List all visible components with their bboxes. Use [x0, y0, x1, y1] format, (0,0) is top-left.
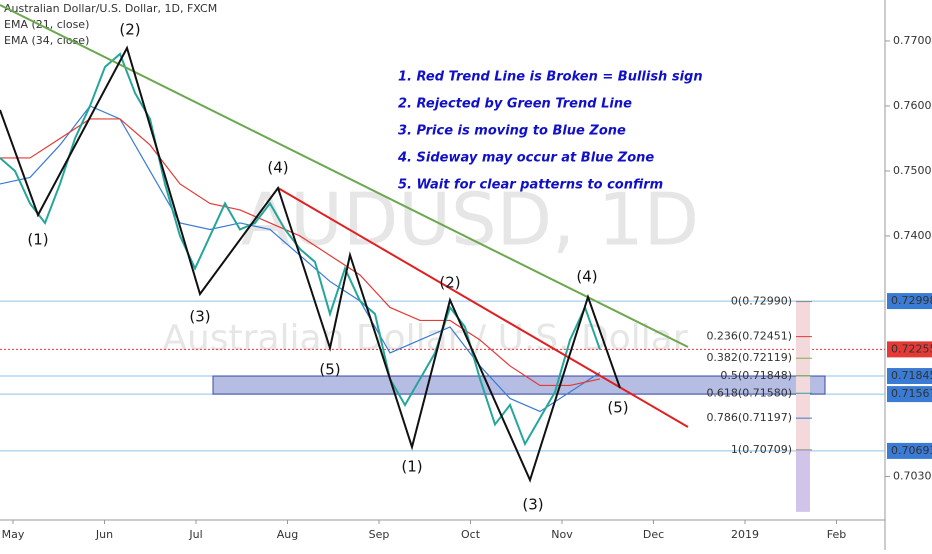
x-tick-label: Feb	[827, 528, 846, 541]
x-tick-label: Nov	[551, 528, 573, 541]
note: 2. Rejected by Green Trend Line	[398, 97, 632, 112]
note: 1. Red Trend Line is Broken = Bullish si…	[398, 70, 703, 85]
legend-entry: EMA (21, close)	[4, 18, 89, 31]
note: 5. Wait for clear patterns to confirm	[398, 178, 663, 193]
ema-line	[0, 118, 601, 387]
wave-line	[0, 45, 621, 483]
fib-label: 0.382(0.72119)	[706, 351, 792, 364]
watermark: Australian Dollar / U.S. Dollar	[162, 318, 687, 359]
fib-label: 0.5(0.71848)	[720, 369, 792, 382]
x-tick-label: Jun	[95, 528, 113, 541]
fib-label: 0.236(0.72451)	[706, 330, 792, 343]
x-tick-label: 2019	[731, 528, 759, 541]
fib-label: 1(0.70709)	[731, 443, 792, 456]
price-marker-label: 0.71567	[891, 387, 932, 400]
fib-box-lower	[796, 449, 810, 512]
fib-label: 0(0.72990)	[731, 295, 792, 308]
fib-label: 0.786(0.71197)	[706, 411, 792, 424]
x-tick-label: Jul	[188, 528, 202, 541]
wave-label: (4)	[576, 268, 597, 286]
wave-label: (3)	[522, 496, 543, 514]
wave-label: (2)	[119, 21, 140, 39]
wave-label: (1)	[401, 458, 422, 476]
note: 4. Sideway may occur at Blue Zone	[397, 151, 654, 166]
price-marker-label: 0.71845	[891, 369, 932, 382]
x-tick-label: Sep	[369, 528, 390, 541]
wave-label: (5)	[319, 361, 340, 379]
legend-entry: EMA (34, close)	[4, 34, 89, 47]
x-tick-label: Dec	[643, 528, 664, 541]
price-marker-box	[887, 386, 932, 403]
x-tick-label: May	[2, 528, 25, 541]
price-line	[0, 52, 601, 447]
wave-label: (3)	[189, 308, 210, 326]
note: 3. Price is moving to Blue Zone	[398, 124, 626, 139]
price-marker-label: 0.72255	[891, 342, 932, 355]
wave-label: (1)	[27, 231, 48, 249]
price-marker-label: 0.70693	[891, 444, 932, 457]
blue-zone	[212, 375, 826, 395]
green-trend-line	[0, 4, 689, 348]
chart-title: Australian Dollar/U.S. Dollar, 1D, FXCM	[4, 2, 217, 15]
fib-label: 0.618(0.71580)	[706, 386, 792, 399]
wave-label: (4)	[267, 159, 288, 177]
x-tick-label: Aug	[277, 528, 298, 541]
y-tick-label: 0.70300	[893, 469, 932, 482]
price-marker-box	[887, 368, 932, 385]
price-marker-box	[887, 341, 932, 358]
price-marker-box	[887, 442, 932, 459]
price-marker-label: 0.72998	[891, 294, 932, 307]
x-tick-label: Oct	[461, 528, 481, 541]
wave-label: (2)	[439, 274, 460, 292]
wave-label: (5)	[607, 399, 628, 417]
price-marker-box	[887, 293, 932, 310]
